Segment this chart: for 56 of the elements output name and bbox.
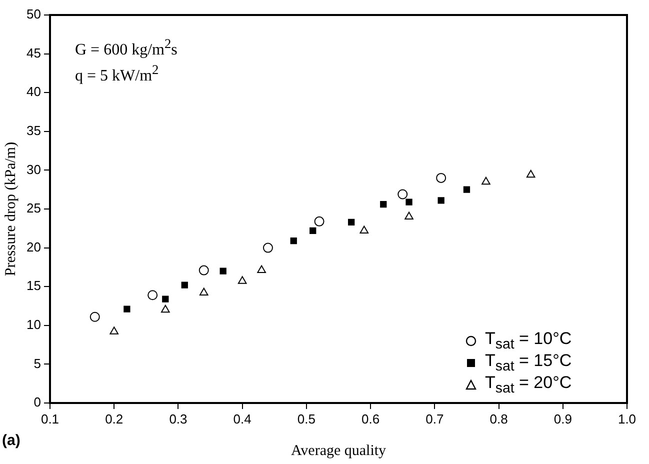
point (398, 189, 408, 200)
x-tick-label: 1.0 (618, 411, 636, 426)
x-tick-label: 0.1 (40, 411, 60, 426)
point (404, 212, 414, 220)
point (310, 227, 316, 234)
x-tick-label: 0.2 (105, 411, 124, 426)
x-tick-label: 0.5 (297, 411, 316, 426)
y-tick-label: 20 (26, 239, 41, 254)
point (438, 197, 444, 204)
point (181, 282, 188, 288)
point (348, 218, 355, 226)
y-tick-label: 25 (26, 200, 41, 216)
point (257, 265, 266, 274)
y-tick-label: 40 (26, 84, 41, 100)
point (162, 296, 169, 302)
x-tick-label: 0.6 (362, 411, 380, 426)
legend-label: T$_{sat}$ = 10°C (485, 329, 572, 353)
point (463, 186, 470, 193)
point (198, 265, 209, 276)
point (199, 288, 208, 296)
x-tick-label: 0.3 (169, 411, 188, 426)
x-tick-label: 0.7 (426, 411, 444, 426)
legend-label: T$_{sat}$ = 15°C (485, 351, 572, 375)
point (148, 290, 158, 300)
point (262, 242, 273, 253)
y-tick-label: 5 (34, 356, 41, 371)
point (290, 237, 297, 244)
y-axis-title: Pressure drop (kPa/m) (2, 142, 19, 276)
y-tick-label: 15 (26, 278, 41, 294)
point (406, 198, 412, 206)
annotation: G = 600 kg/m$^{2}$s (75, 36, 178, 60)
point (436, 172, 446, 183)
point (124, 306, 130, 312)
point (482, 176, 490, 185)
y-tick-label: 35 (26, 122, 41, 138)
point (360, 226, 369, 234)
x-axis-title: Average quality (290, 442, 387, 459)
point (161, 304, 170, 313)
y-tick-label: 30 (26, 162, 41, 177)
text: (a) (2, 432, 20, 449)
point (110, 326, 119, 334)
y-tick-label: 0 (34, 394, 41, 410)
y-tick-label: 10 (26, 316, 41, 332)
y-tick-label: 50 (26, 6, 41, 22)
annotation: q = 5 kW/m$^{2}$ (75, 62, 159, 86)
point (526, 170, 536, 178)
point (238, 276, 247, 284)
y-tick-label: 45 (26, 45, 41, 60)
x-tick-label: 0.9 (554, 411, 572, 426)
point (220, 268, 226, 274)
x-tick-label: 0.4 (233, 411, 252, 426)
point (314, 216, 324, 226)
point (90, 312, 100, 322)
point (380, 201, 387, 208)
x-tick-label: 0.8 (490, 411, 508, 426)
legend-label: T$_{sat}$ = 20°C (485, 373, 572, 397)
